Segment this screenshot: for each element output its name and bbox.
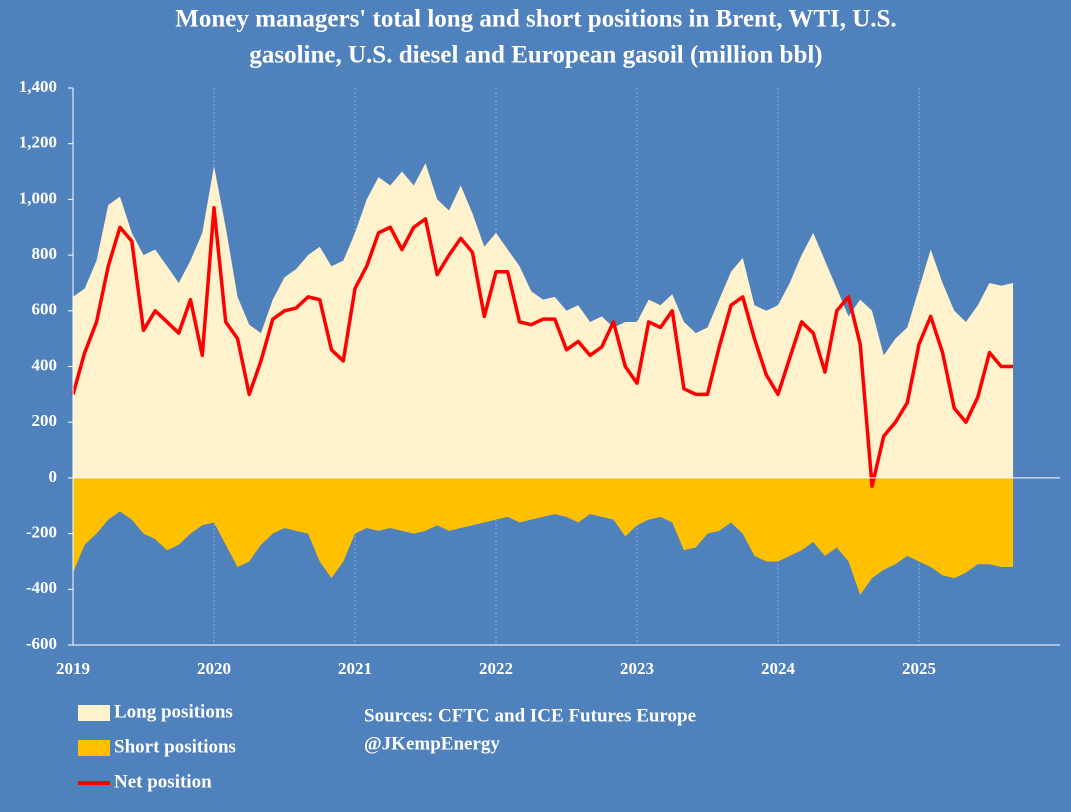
x-tick-label: 2022 (479, 659, 513, 678)
sources: @JKempEnergy (364, 733, 500, 754)
x-tick-label: 2021 (338, 659, 372, 678)
y-tick-label: 400 (32, 355, 58, 374)
line (71, 206, 1014, 489)
y-tick-label: 0 (49, 467, 58, 486)
x-tick-label: 2020 (197, 659, 231, 678)
legend-label: Long positions (114, 701, 233, 722)
chart-title: gasoline, U.S. diesel and European gasoi… (249, 42, 822, 69)
y-tick-label: 1,200 (19, 133, 57, 152)
legend-label: Short positions (114, 736, 236, 757)
y-tick-label: 800 (32, 244, 58, 263)
y-tick-label: -400 (26, 578, 57, 597)
y-tick-label: 600 (32, 300, 58, 319)
x-tick-label: 2024 (761, 659, 796, 678)
legend-swatch (78, 705, 110, 721)
legend-swatch (78, 740, 110, 756)
x-tick-label: 2025 (902, 659, 936, 678)
y-tick-label: 200 (32, 411, 58, 430)
y-tick-label: -600 (26, 634, 57, 653)
x-tick-label: 2019 (56, 659, 90, 678)
y-tick-label: -200 (26, 523, 57, 542)
y-tick-label: 1,000 (19, 188, 57, 207)
chart-title: Money managers' total long and short pos… (175, 6, 896, 33)
sources: Sources: CFTC and ICE Futures Europe (364, 705, 696, 726)
area (73, 477, 1014, 595)
legend-label: Net position (114, 771, 212, 792)
y-tick-label: 1,400 (19, 77, 57, 96)
x-tick-label: 2023 (620, 659, 654, 678)
